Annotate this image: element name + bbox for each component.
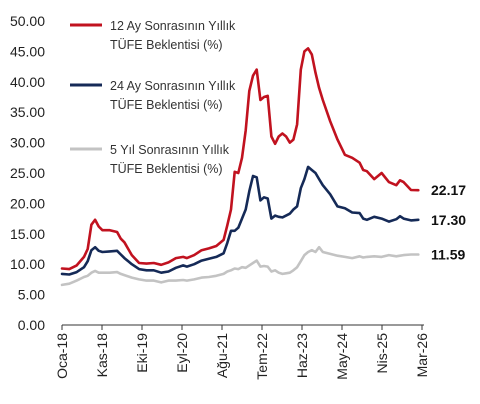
x-tick-label: Nis-25: [374, 333, 390, 374]
y-tick-label: 10.00: [10, 256, 45, 272]
series-end-label-3: 11.59: [431, 247, 465, 263]
x-tick-label: Kas-18: [94, 333, 110, 378]
y-tick-label: 45.00: [10, 43, 45, 59]
x-tick-label: Tem-22: [254, 333, 270, 380]
legend-label: 12 Ay Sonrasının Yıllık TÜFE Beklentisi (…: [110, 19, 236, 52]
y-tick-label: 20.00: [10, 195, 45, 211]
x-tick-label: Haz-23: [294, 333, 310, 378]
y-tick-label: 35.00: [10, 104, 45, 120]
y-tick-label: 15.00: [10, 226, 45, 242]
x-tick-label: Eki-19: [134, 333, 150, 373]
legend: 12 Ay Sonrasının Yıllık TÜFE Beklentisi (…: [70, 19, 236, 176]
legend-item-3: 5 Yıl Sonrasının Yıllık TÜFE Beklentisi (…: [70, 143, 230, 176]
x-tick-label: Eyl-20: [174, 333, 190, 373]
series-line-3: [60, 245, 420, 287]
x-tick-label: Mar-26: [414, 333, 430, 378]
series-lines: [60, 47, 420, 287]
series-line-1: [60, 47, 420, 271]
legend-item-2: 24 Ay Sonrasının Yıllık TÜFE Beklentisi (…: [70, 79, 236, 112]
y-tick-label: 50.00: [10, 13, 45, 29]
legend-label: 24 Ay Sonrasının Yıllık TÜFE Beklentisi (…: [110, 79, 236, 112]
y-tick-label: 5.00: [18, 287, 45, 303]
x-axis: Oca-18 Kas-18 Eki-19 Eyl-20 Ağu-21 Tem-22 Haz-…: [54, 324, 430, 380]
x-tick-label: Oca-18: [54, 333, 70, 379]
legend-label: 5 Yıl Sonrasının Yıllık TÜFE Beklentisi (…: [110, 143, 230, 176]
series-line-2: [60, 165, 420, 276]
y-axis: 0.00 5.00 10.00 15.00 20.00 25.00 30.00 35.00 40…: [10, 13, 45, 333]
series-end-label-1: 22.17: [431, 182, 466, 198]
series-end-label-2: 17.30: [431, 212, 466, 228]
y-tick-label: 30.00: [10, 135, 45, 151]
y-tick-label: 0.00: [18, 317, 45, 333]
y-tick-label: 25.00: [10, 165, 45, 181]
x-tick-label: Ağu-21: [214, 333, 230, 378]
x-tick-label: May-24: [334, 333, 350, 380]
y-tick-label: 40.00: [10, 74, 45, 90]
legend-item-1: 12 Ay Sonrasının Yıllık TÜFE Beklentisi (…: [70, 19, 236, 52]
end-value-labels: 22.17 17.30 11.59: [431, 182, 466, 262]
